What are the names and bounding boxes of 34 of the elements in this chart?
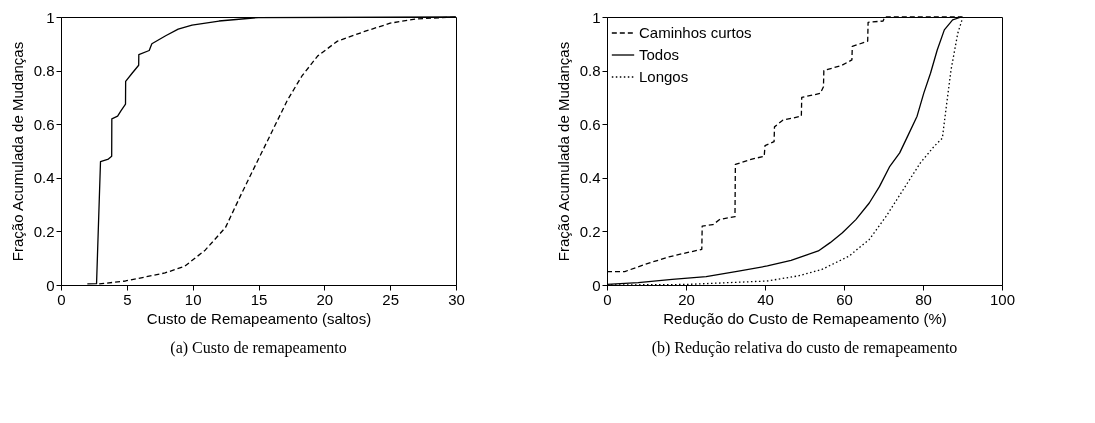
text: (b) Redução relativa do custo de remapeamento xyxy=(651,339,958,357)
x-tick-label: 30 xyxy=(448,290,465,308)
legend-label: Todos xyxy=(639,46,680,63)
x-tick-label: 0 xyxy=(57,290,66,308)
y-tick-label: 0.6 xyxy=(579,115,601,133)
y-tick-label: 0 xyxy=(592,276,601,294)
y-tick-label: 0.2 xyxy=(579,222,601,240)
y-axis-title: Fração Acumulada de Mudanças xyxy=(554,41,572,262)
x-tick-label: 100 xyxy=(989,290,1016,308)
legend-label: Caminhos curtos xyxy=(639,24,752,41)
y-tick-label: 1 xyxy=(592,8,601,26)
y-tick-label: 0.8 xyxy=(33,62,55,80)
y-tick-label: 0.4 xyxy=(579,169,601,187)
legend-label: Longos xyxy=(639,68,689,85)
y-tick-label: 0 xyxy=(46,276,55,294)
y-tick-label: 0.8 xyxy=(579,62,601,80)
x-tick-label: 40 xyxy=(757,290,774,308)
y-tick-label: 0.6 xyxy=(33,115,55,133)
x-tick-label: 20 xyxy=(678,290,695,308)
x-tick-label: 0 xyxy=(603,290,612,308)
x-tick-label: 10 xyxy=(184,290,202,308)
x-axis-title: Custo de Remapeamento (saltos) xyxy=(146,309,372,327)
x-tick-label: 80 xyxy=(915,290,932,308)
y-tick-label: 0.2 xyxy=(33,222,55,240)
x-tick-label: 25 xyxy=(382,290,400,308)
y-tick-label: 0.4 xyxy=(33,169,55,187)
x-axis-title: Redução do Custo de Remapeamento (%) xyxy=(663,309,947,327)
y-tick-label: 1 xyxy=(46,8,55,26)
x-tick-label: 15 xyxy=(250,290,268,308)
y-axis-title: Fração Acumulada de Mudanças xyxy=(8,41,26,262)
x-tick-label: 20 xyxy=(316,290,334,308)
x-tick-label: 5 xyxy=(123,290,132,308)
x-tick-label: 60 xyxy=(836,290,853,308)
text: (a) Custo de remapeamento xyxy=(170,339,347,357)
